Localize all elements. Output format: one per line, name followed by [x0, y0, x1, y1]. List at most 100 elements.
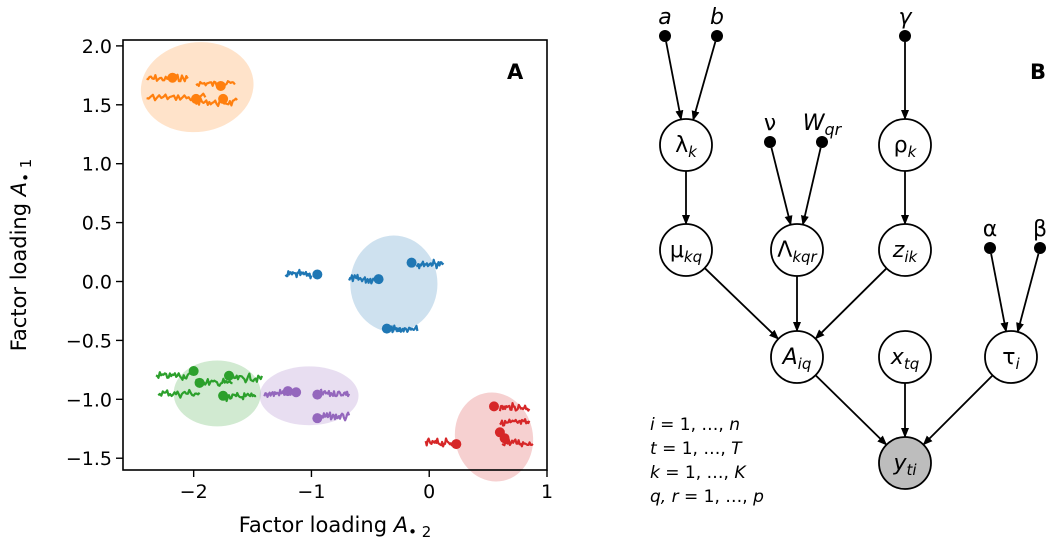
- node-Lambda: [770, 223, 824, 277]
- edge-A-to-y: [814, 374, 888, 446]
- y-tick-label-6: 1.0: [82, 154, 112, 176]
- node-y: [878, 436, 932, 490]
- trace-17: [424, 437, 453, 448]
- cluster-ellipse-5: [454, 392, 534, 482]
- y-tick-label-5: 0.5: [82, 213, 112, 235]
- hyperparameter-dot-b: [711, 30, 723, 42]
- node-label-mu: μkq: [670, 238, 702, 266]
- edge-beta-to-tau: [1016, 253, 1040, 333]
- node-mu: [659, 223, 713, 277]
- node-A: [770, 330, 824, 384]
- trace-1: [146, 73, 189, 83]
- cluster-point-5-2: [489, 401, 499, 412]
- cluster-point-2-4: [381, 323, 392, 334]
- edge-nu-to-Lambda: [770, 147, 793, 226]
- cluster-point-2-2: [373, 274, 384, 285]
- cluster-point-4-1: [282, 386, 293, 397]
- model-edges: [665, 41, 1040, 446]
- index-range-qr: q, r = 1, …, p: [650, 487, 764, 507]
- cluster-point-1-2: [191, 93, 202, 104]
- node-tau: [984, 330, 1038, 384]
- x-axis-label: Factor loading A• 2: [239, 513, 432, 541]
- node-x: [878, 330, 932, 384]
- hyperparameter-label-b: b: [710, 5, 724, 30]
- edge-W-to-Lambda: [800, 147, 822, 226]
- y-tick-label-7: 1.5: [82, 95, 112, 117]
- node-label-Lambda: Λkqr: [777, 238, 817, 266]
- y-tick-label-4: 0.0: [82, 272, 112, 294]
- y-tick-label-3: −0.5: [66, 330, 112, 352]
- hyperparameter-label-beta: β: [1033, 217, 1047, 242]
- x-tick-label-4: 1: [541, 481, 553, 503]
- hyperparameter-label-nu: ν: [764, 111, 776, 136]
- plot-frame: [122, 39, 548, 471]
- trace-8: [390, 324, 419, 334]
- index-range-k: k = 1, …, K: [650, 463, 747, 483]
- cluster-ellipses: [140, 42, 534, 482]
- index-ranges: i = 1, …, n t = 1, …, T k = 1, …, K q, r…: [650, 415, 764, 507]
- graphical-model-panel: B a b γ ν Wqr α β λk ρk μkq Λkqr zik Aiq xtq τi yti i …: [650, 5, 1047, 507]
- edge-mu-to-A: [704, 267, 780, 340]
- hyperparameter-dot-alpha: [984, 242, 996, 254]
- trace-13: [222, 391, 257, 403]
- model-nodes: λk ρk μkq Λkqr zik Aiq xtq τi yti: [659, 118, 1038, 490]
- cluster-point-3-3: [224, 370, 234, 381]
- cluster-point-4-3: [312, 413, 323, 424]
- trace-7: [415, 258, 445, 270]
- node-label-A: Aiq: [781, 345, 812, 373]
- cluster-point-4-4: [291, 387, 302, 398]
- cluster-ellipse-1: [140, 42, 254, 133]
- y-axis-label: Factor loading A• 1: [7, 159, 35, 352]
- node-lambda: [659, 118, 713, 172]
- hyperparameter-label-gamma: γ: [898, 5, 912, 30]
- scatter-panel: −2 −1 0 1 −1.5 −1.0 −0.5 0.0 0.5 1.0 1.5 2.0 A Fact…: [7, 36, 553, 541]
- edge-z-to-A: [814, 267, 888, 340]
- hyperparameter-dot-gamma: [899, 30, 911, 42]
- panel-label-a: A: [507, 60, 524, 84]
- node-label-x: xtq: [890, 345, 919, 373]
- cluster-point-5-4: [499, 433, 510, 444]
- node-label-y: yti: [892, 451, 917, 479]
- cluster-point-3-4: [218, 390, 229, 401]
- trace-4: [194, 96, 238, 108]
- hyperparameter-label-a: a: [658, 5, 671, 30]
- y-tick-label-8: 2.0: [82, 36, 112, 58]
- cluster-point-1-1: [167, 72, 178, 83]
- hyperparameters: a b γ ν Wqr α β: [658, 5, 1047, 254]
- edge-b-to-lambda: [691, 41, 717, 121]
- cluster-point-4-2: [312, 389, 323, 400]
- index-range-i: i = 1, …, n: [650, 415, 740, 435]
- node-rho: [878, 118, 932, 172]
- edge-a-to-lambda: [665, 41, 684, 121]
- cluster-point-2-3: [406, 257, 417, 268]
- edge-tau-to-y: [922, 374, 994, 446]
- trace-10: [157, 388, 201, 399]
- node-label-rho: ρk: [894, 133, 918, 161]
- cluster-ellipse-2: [350, 235, 438, 333]
- trace-16: [319, 411, 351, 422]
- cluster-point-3-2: [194, 377, 205, 388]
- node-label-lambda: λk: [675, 133, 698, 161]
- cluster-point-5-1: [451, 439, 462, 450]
- cluster-point-3-1: [188, 366, 199, 377]
- node-label-z: zik: [892, 238, 919, 266]
- trace-20: [501, 438, 534, 448]
- x-tick-label-2: −1: [297, 481, 325, 503]
- hyperparameter-dot-a: [659, 30, 671, 42]
- trace-3: [195, 80, 236, 89]
- hyperparameter-dot-nu: [764, 136, 776, 148]
- edge-alpha-to-tau: [990, 253, 1009, 333]
- y-tick-label-2: −1.0: [66, 389, 112, 411]
- index-range-t: t = 1, …, T: [650, 439, 743, 459]
- cluster-point-1-3: [218, 93, 229, 104]
- trace-6: [348, 273, 376, 285]
- x-tick-label-3: 0: [423, 481, 435, 503]
- hyperparameter-label-alpha: α: [983, 217, 998, 242]
- cluster-point-1-4: [215, 80, 226, 91]
- y-tick-label-1: −1.5: [66, 448, 112, 470]
- trace-9: [155, 371, 192, 381]
- trace-18: [498, 402, 531, 412]
- trace-15: [319, 388, 351, 398]
- hyperparameter-dot-beta: [1034, 242, 1046, 254]
